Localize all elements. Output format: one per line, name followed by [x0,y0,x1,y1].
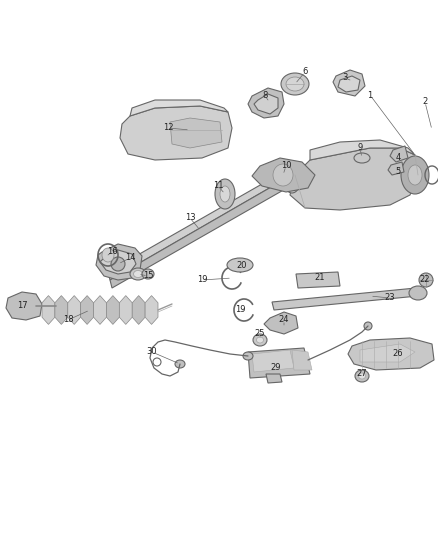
Polygon shape [254,94,278,114]
Text: 12: 12 [163,124,173,133]
Ellipse shape [281,73,309,95]
Polygon shape [81,296,94,325]
Ellipse shape [273,164,293,186]
Polygon shape [110,175,294,288]
Text: 27: 27 [357,369,367,378]
Polygon shape [119,296,132,325]
Polygon shape [296,272,340,288]
Text: 24: 24 [279,316,289,325]
Text: 15: 15 [143,271,153,280]
Polygon shape [252,350,294,372]
Ellipse shape [408,165,422,185]
Text: 19: 19 [235,305,245,314]
Text: 6: 6 [302,68,307,77]
Polygon shape [360,344,415,362]
Text: 19: 19 [197,276,207,285]
Polygon shape [290,148,418,210]
Text: 9: 9 [357,143,363,152]
Ellipse shape [102,248,114,262]
Polygon shape [42,296,55,325]
Polygon shape [310,140,415,160]
Text: 2: 2 [422,98,427,107]
Ellipse shape [220,186,230,202]
Ellipse shape [283,163,301,193]
Text: 1: 1 [367,91,373,100]
Polygon shape [272,288,418,310]
Ellipse shape [355,370,369,382]
Ellipse shape [419,273,433,287]
Text: 20: 20 [237,262,247,271]
Ellipse shape [401,156,429,194]
Text: 29: 29 [271,364,281,373]
Polygon shape [252,158,315,192]
Polygon shape [94,296,106,325]
Polygon shape [248,348,310,378]
Ellipse shape [243,352,253,360]
Polygon shape [68,296,81,325]
Text: 23: 23 [385,294,396,303]
Text: 25: 25 [255,329,265,338]
Text: 16: 16 [107,247,117,256]
Text: 5: 5 [396,167,401,176]
Polygon shape [266,374,282,383]
Ellipse shape [364,322,372,330]
Polygon shape [96,244,142,280]
Ellipse shape [142,269,154,279]
Polygon shape [120,106,232,160]
Ellipse shape [253,334,267,346]
Ellipse shape [130,268,146,280]
Ellipse shape [358,373,365,379]
Ellipse shape [257,337,264,343]
Text: 30: 30 [147,348,157,357]
Polygon shape [292,350,312,370]
Text: 13: 13 [185,214,195,222]
Text: 3: 3 [343,74,348,83]
Ellipse shape [134,271,142,278]
Polygon shape [348,338,434,370]
Polygon shape [108,168,292,280]
Ellipse shape [175,360,185,368]
Polygon shape [100,250,136,274]
Polygon shape [106,296,119,325]
Ellipse shape [354,153,370,163]
Text: 8: 8 [262,92,268,101]
Polygon shape [145,296,158,325]
Polygon shape [333,70,365,96]
Polygon shape [338,76,360,92]
Text: 17: 17 [17,302,27,311]
Polygon shape [388,162,404,175]
Polygon shape [264,312,298,334]
Polygon shape [132,296,145,325]
Polygon shape [248,88,284,118]
Polygon shape [130,100,228,116]
Polygon shape [55,296,68,325]
Polygon shape [390,146,408,162]
Text: 22: 22 [420,276,430,285]
Text: 10: 10 [281,161,291,171]
Text: 4: 4 [396,154,401,163]
Polygon shape [6,292,42,320]
Ellipse shape [215,179,235,209]
Text: 11: 11 [213,182,223,190]
Text: 21: 21 [315,273,325,282]
Polygon shape [170,118,222,148]
Ellipse shape [286,77,304,91]
Ellipse shape [409,286,427,300]
Text: 26: 26 [393,350,403,359]
Text: 14: 14 [125,254,135,262]
Ellipse shape [111,257,125,271]
Ellipse shape [227,258,253,272]
Text: 18: 18 [63,316,73,325]
